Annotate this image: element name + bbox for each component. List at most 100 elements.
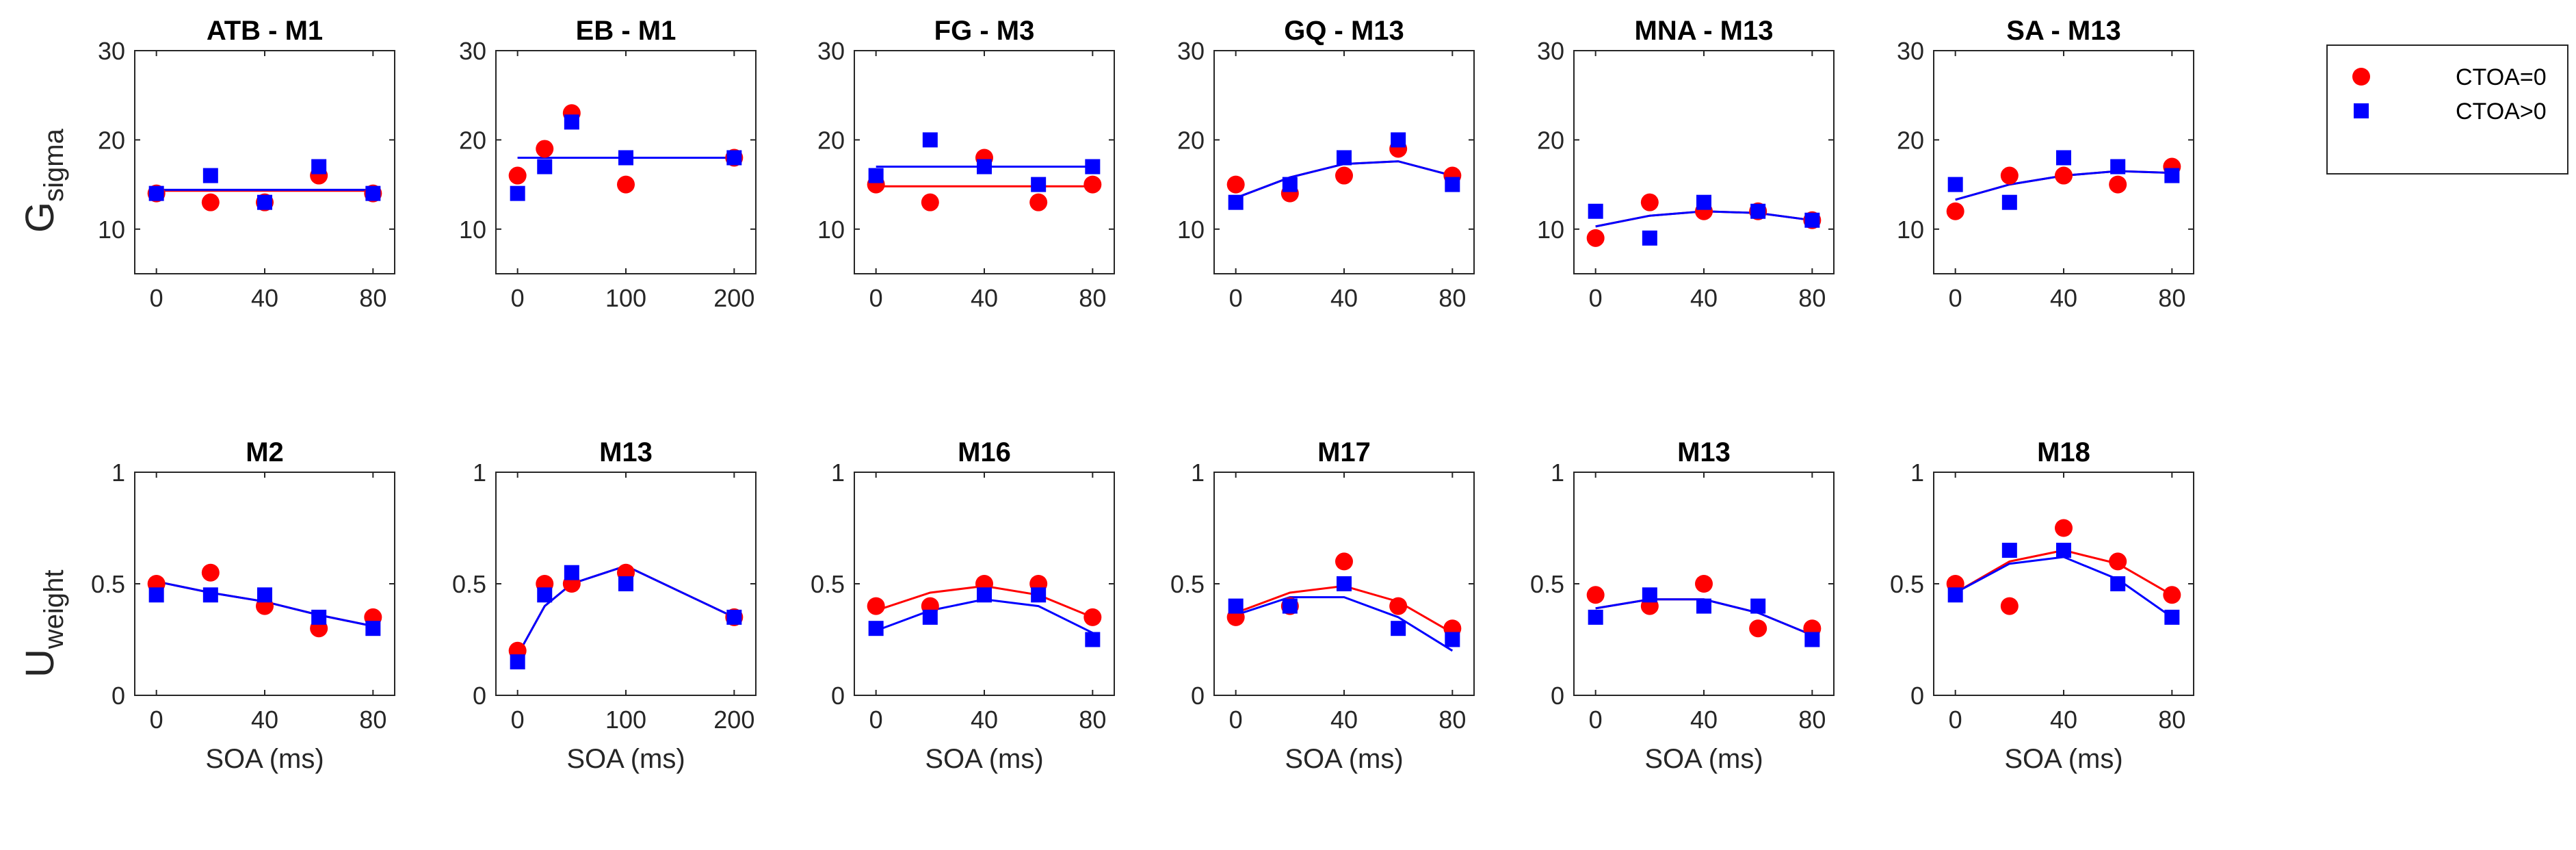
subplot-0: ATB - M1 0 40 80 10 20 30 — [98, 16, 395, 312]
point-ctoagt0 — [148, 587, 164, 603]
point-ctoagt0 — [1085, 632, 1101, 647]
subplot-9: M17 0 40 80 0 0.5 1 SOA (ms) — [1170, 437, 1475, 774]
x-tick-label: 40 — [2050, 706, 2077, 734]
point-ctoa0 — [201, 563, 220, 582]
point-ctoa0 — [1335, 552, 1353, 571]
y-tick-label: 0 — [111, 682, 125, 710]
point-ctoa0 — [1695, 575, 1713, 593]
x-tick-label: 0 — [869, 284, 883, 312]
x-tick-label: 40 — [971, 284, 998, 312]
subplot-3: GQ - M13 0 40 80 10 20 30 — [1177, 16, 1475, 312]
y-tick-label: 20 — [1177, 126, 1205, 154]
point-ctoagt0 — [1445, 632, 1460, 647]
x-tick-label: 80 — [1079, 706, 1106, 734]
point-ctoa0 — [921, 193, 939, 211]
plot-frame — [134, 472, 395, 696]
subplot-5: SA - M13 0 40 80 10 20 30 — [1897, 16, 2194, 312]
y-tick-label: 30 — [1537, 37, 1564, 65]
x-tick-label: 80 — [359, 284, 386, 312]
y-tick-label: 0.5 — [811, 570, 845, 598]
ylabel-bottom-row: Uweight — [18, 569, 69, 678]
y-tick-label: 0 — [1551, 682, 1564, 710]
subplot-6: M2 0 40 80 0 0.5 1 SOA (ms) — [91, 437, 395, 774]
y-tick-label: 1 — [1910, 459, 1924, 487]
y-tick-label: 30 — [98, 37, 125, 65]
point-ctoagt0 — [365, 185, 381, 201]
point-ctoagt0 — [1031, 177, 1047, 192]
fit-line-ctoagt0 — [1235, 596, 1454, 652]
y-tick-label: 0.5 — [1890, 570, 1924, 598]
x-tick-label: 40 — [1690, 706, 1718, 734]
ylabel-top-row: Gsigma — [18, 128, 69, 233]
y-tick-label: 1 — [1191, 459, 1205, 487]
point-ctoagt0 — [202, 168, 218, 183]
point-ctoagt0 — [1031, 587, 1047, 603]
x-tick-label: 100 — [605, 284, 646, 312]
point-ctoagt0 — [564, 565, 579, 580]
point-ctoagt0 — [510, 185, 525, 201]
y-tick-label: 0 — [473, 682, 486, 710]
point-ctoa0 — [201, 193, 220, 211]
y-tick-label: 1 — [1551, 459, 1564, 487]
point-ctoagt0 — [2001, 543, 2017, 558]
point-ctoagt0 — [1696, 194, 1711, 210]
point-ctoagt0 — [922, 132, 938, 148]
point-ctoagt0 — [1750, 203, 1766, 219]
x-tick-label: 200 — [713, 284, 754, 312]
point-ctoa0 — [1749, 619, 1767, 638]
x-axis-label: SOA (ms) — [1285, 744, 1403, 774]
point-ctoa0 — [2055, 519, 2073, 537]
point-ctoa0 — [1640, 193, 1659, 211]
point-ctoagt0 — [1947, 587, 1963, 603]
subplot-title: M2 — [246, 437, 284, 467]
x-tick-label: 200 — [713, 706, 754, 734]
y-tick-label: 20 — [459, 126, 486, 154]
plot-frame — [1573, 50, 1835, 274]
x-tick-label: 0 — [869, 706, 883, 734]
y-tick-label: 30 — [459, 37, 486, 65]
x-tick-label: 0 — [150, 706, 163, 734]
point-ctoagt0 — [1337, 576, 1352, 591]
x-tick-label: 0 — [511, 706, 525, 734]
legend: CTOA=0 CTOA>0 — [2326, 44, 2568, 175]
x-tick-label: 0 — [1949, 706, 1962, 734]
subplot-title: GQ - M13 — [1284, 16, 1404, 46]
point-ctoagt0 — [1391, 132, 1406, 148]
subplot-title: M18 — [2037, 437, 2090, 467]
y-tick-label: 20 — [817, 126, 845, 154]
x-tick-label: 80 — [1798, 706, 1826, 734]
x-tick-label: 0 — [1229, 706, 1243, 734]
x-tick-label: 40 — [1690, 284, 1718, 312]
y-tick-label: 10 — [98, 216, 125, 244]
y-tick-label: 0.5 — [452, 570, 486, 598]
x-tick-label: 80 — [1079, 284, 1106, 312]
point-ctoagt0 — [1804, 212, 1820, 228]
point-ctoa0 — [2000, 597, 2019, 615]
point-ctoagt0 — [726, 609, 742, 625]
point-ctoagt0 — [311, 609, 327, 625]
point-ctoagt0 — [2164, 168, 2180, 183]
x-tick-label: 0 — [1949, 284, 1962, 312]
point-ctoagt0 — [1228, 194, 1244, 210]
point-ctoagt0 — [2110, 576, 2126, 591]
x-axis-label: SOA (ms) — [566, 744, 685, 774]
subplot-title: MNA - M13 — [1635, 16, 1774, 46]
subplot-title: M17 — [1317, 437, 1371, 467]
x-axis-label: SOA (ms) — [205, 744, 324, 774]
subplot-title: M13 — [599, 437, 653, 467]
y-tick-label: 10 — [1177, 216, 1205, 244]
x-tick-label: 100 — [605, 706, 646, 734]
point-ctoagt0 — [868, 168, 884, 183]
subplot-title: M16 — [958, 437, 1011, 467]
x-tick-label: 40 — [251, 284, 278, 312]
point-ctoa0 — [1389, 597, 1408, 615]
point-ctoa0 — [2055, 166, 2073, 185]
legend-marker-ctoagt0 — [2354, 103, 2369, 118]
point-ctoagt0 — [922, 609, 938, 625]
point-ctoagt0 — [1804, 632, 1820, 647]
y-tick-label: 30 — [1897, 37, 1924, 65]
y-tick-label: 1 — [111, 459, 125, 487]
x-tick-label: 40 — [1330, 706, 1358, 734]
x-tick-label: 0 — [1589, 706, 1603, 734]
